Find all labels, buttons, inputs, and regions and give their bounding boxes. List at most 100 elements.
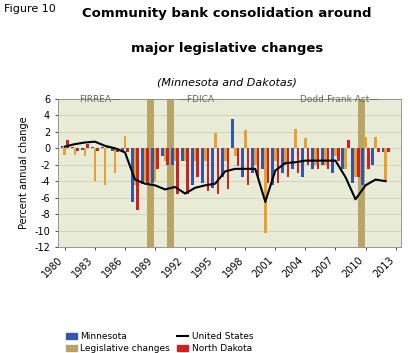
Bar [174, 148, 176, 161]
Bar [96, 148, 99, 151]
Bar [264, 148, 267, 233]
Bar [121, 148, 123, 152]
Bar [327, 148, 330, 169]
Bar [371, 148, 374, 165]
Bar [194, 148, 197, 161]
Bar [244, 130, 247, 148]
Bar [284, 148, 287, 165]
Bar [301, 148, 304, 177]
Bar [247, 148, 249, 185]
Bar [136, 148, 139, 210]
Bar [146, 148, 149, 183]
Text: FIRREA—: FIRREA— [79, 95, 121, 104]
Bar [384, 148, 387, 181]
Bar [74, 148, 76, 155]
Bar [251, 148, 254, 173]
Bar [277, 148, 279, 183]
Bar [364, 137, 367, 148]
Bar [231, 119, 234, 148]
Bar [81, 148, 83, 150]
Bar [324, 148, 327, 165]
Bar [354, 148, 357, 177]
Bar [274, 148, 277, 161]
Bar [287, 148, 290, 177]
Bar [374, 137, 377, 148]
Bar [114, 148, 116, 173]
Bar [361, 148, 364, 185]
Bar [321, 148, 324, 165]
Legend: Minnesota, Legislative changes, South Dakota, United States, North Dakota: Minnesota, Legislative changes, South Da… [62, 329, 257, 353]
Bar [237, 148, 239, 166]
Bar [131, 148, 134, 202]
Bar [254, 148, 256, 165]
Bar [214, 133, 216, 148]
Bar [331, 148, 334, 173]
Bar [311, 148, 314, 169]
Bar [161, 148, 164, 156]
Bar [337, 148, 339, 161]
Y-axis label: Percent annual change: Percent annual change [19, 116, 29, 229]
Bar [71, 146, 74, 148]
Bar [351, 148, 354, 183]
Bar [347, 140, 349, 148]
Bar [216, 148, 219, 193]
Bar [141, 148, 144, 184]
Bar [123, 136, 126, 148]
Bar [317, 148, 320, 169]
Bar [157, 148, 159, 169]
Bar [83, 148, 86, 156]
Bar [64, 148, 66, 155]
Bar [261, 148, 264, 169]
Bar [104, 148, 106, 185]
Text: —FDICA: —FDICA [178, 95, 214, 104]
Bar [206, 148, 209, 191]
Bar [176, 148, 179, 193]
Bar [201, 148, 204, 183]
Text: (Minnesota and Dakotas): (Minnesota and Dakotas) [157, 78, 297, 88]
Bar [256, 148, 259, 177]
Bar [267, 148, 269, 183]
Bar [294, 129, 297, 148]
Bar [314, 148, 317, 165]
Bar [116, 148, 119, 152]
Bar [271, 148, 274, 185]
Bar [241, 148, 244, 177]
Bar [94, 148, 96, 181]
Text: Community bank consolidation around: Community bank consolidation around [83, 7, 372, 20]
Bar [227, 148, 229, 190]
Bar [166, 148, 169, 165]
Bar [234, 148, 237, 156]
Bar [151, 148, 154, 183]
Bar [134, 148, 136, 185]
Bar [144, 148, 146, 181]
Bar [106, 146, 109, 148]
Bar [186, 148, 189, 193]
Bar [281, 148, 284, 173]
Bar [342, 148, 344, 169]
Bar [221, 148, 224, 177]
Bar [367, 148, 370, 169]
Text: Dodd-Frank Act—: Dodd-Frank Act— [300, 95, 379, 104]
Bar [171, 148, 174, 165]
Bar [164, 148, 166, 161]
Bar [66, 140, 69, 148]
Bar [76, 148, 79, 151]
Bar [387, 148, 389, 152]
Bar [224, 148, 227, 161]
Bar [211, 148, 214, 188]
Bar [184, 148, 186, 161]
Bar [111, 148, 114, 151]
Bar [344, 148, 347, 169]
Bar [291, 148, 294, 169]
Bar [377, 148, 380, 152]
Bar [197, 148, 199, 177]
Text: Figure 10: Figure 10 [4, 4, 56, 13]
Bar [297, 148, 299, 173]
Bar [307, 148, 309, 165]
Bar [181, 148, 184, 161]
Bar [61, 146, 64, 148]
Bar [91, 146, 94, 148]
Bar [86, 144, 89, 148]
Bar [382, 148, 384, 152]
Bar [304, 138, 307, 148]
